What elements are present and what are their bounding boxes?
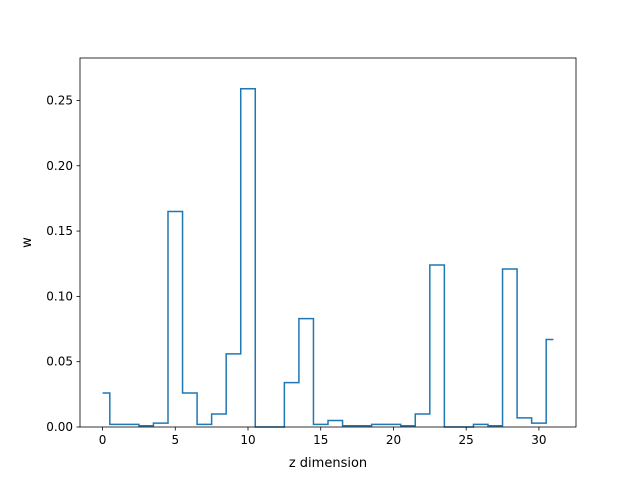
axes-frame [79, 57, 577, 428]
x-tick-label: 20 [386, 433, 401, 447]
x-tick-label: 30 [531, 433, 546, 447]
x-axis-label: z dimension [289, 456, 367, 471]
y-tick-label: 0.00 [46, 420, 73, 434]
x-tick-label: 15 [313, 433, 328, 447]
y-tick-label: 0.10 [46, 289, 73, 303]
y-tick-label: 0.25 [46, 93, 73, 107]
y-tick-label: 0.05 [46, 355, 73, 369]
x-tick-label: 25 [459, 433, 474, 447]
x-tick-label: 0 [99, 433, 107, 447]
y-tick-label: 0.15 [46, 224, 73, 238]
x-tick-label: 10 [240, 433, 255, 447]
y-tick-label: 0.20 [46, 159, 73, 173]
x-tick-label: 5 [171, 433, 179, 447]
y-axis-label: w [20, 237, 35, 248]
series-line [102, 87, 554, 428]
